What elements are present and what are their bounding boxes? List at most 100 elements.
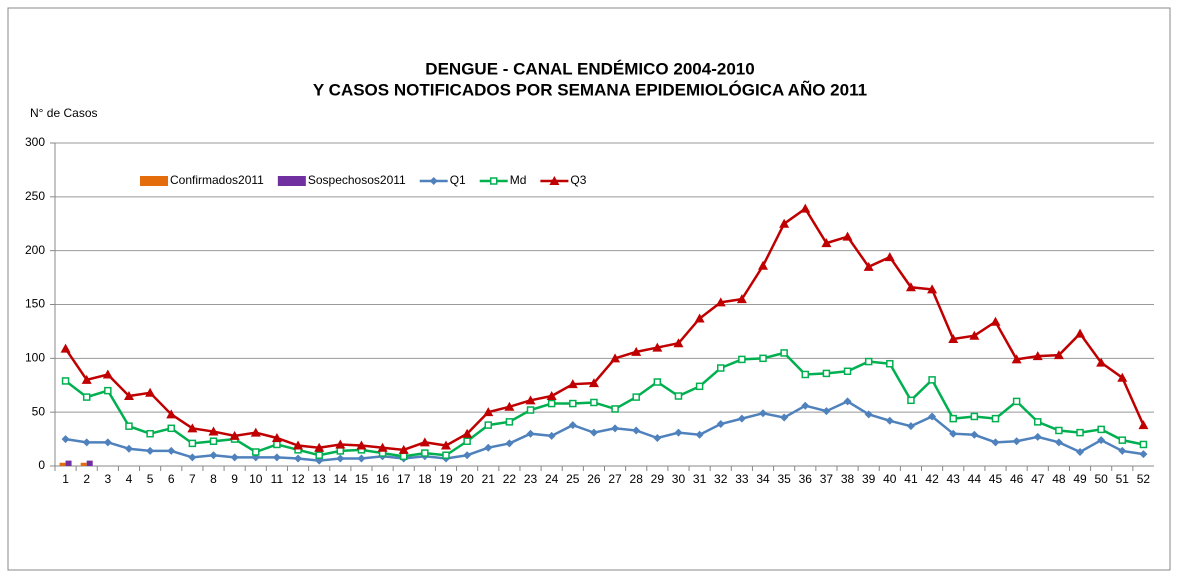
marker [884, 252, 895, 262]
marker [715, 297, 726, 307]
y-axis-label: N° de Casos [30, 106, 98, 120]
marker [250, 427, 261, 437]
marker [293, 440, 304, 450]
marker [611, 424, 620, 433]
line [65, 399, 1144, 462]
x-tick-label: 38 [841, 472, 855, 486]
marker [674, 392, 683, 400]
x-tick-label: 32 [714, 472, 728, 486]
bar [80, 462, 87, 466]
legend-label: Sospechosos2011 [308, 173, 406, 187]
marker [863, 261, 874, 271]
marker [842, 231, 853, 241]
x-tick-label: 33 [735, 472, 749, 486]
x-tick-label: 6 [168, 472, 175, 486]
marker [547, 399, 556, 408]
marker [759, 354, 767, 363]
x-tick-label: 44 [968, 472, 982, 486]
marker [209, 451, 218, 460]
marker [1118, 436, 1127, 444]
marker [357, 454, 366, 463]
marker [674, 428, 683, 437]
marker [1117, 372, 1128, 382]
x-tick-label: 52 [1137, 472, 1151, 486]
x-tick-label: 1 [62, 472, 69, 486]
marker [1076, 448, 1085, 457]
x-tick-label: 26 [587, 472, 601, 486]
marker [377, 442, 388, 452]
x-tick-label: 39 [862, 472, 876, 486]
marker [567, 379, 578, 389]
chart-frame [7, 7, 1171, 571]
marker [631, 346, 642, 356]
marker [229, 430, 240, 440]
marker [335, 439, 346, 449]
marker [1097, 436, 1106, 445]
marker [864, 410, 873, 419]
marker [272, 453, 281, 462]
x-tick-label: 45 [989, 472, 1003, 486]
line [64, 206, 1145, 452]
marker [610, 353, 621, 363]
marker [1138, 420, 1149, 430]
marker [61, 435, 70, 444]
marker [356, 440, 367, 450]
marker [1054, 438, 1063, 447]
x-tick-label: 14 [334, 472, 348, 486]
x-tick-label: 16 [376, 472, 390, 486]
marker [906, 422, 915, 431]
x-tick-label: 9 [231, 472, 238, 486]
x-tick-label: 13 [313, 472, 327, 486]
marker [590, 398, 598, 407]
marker [440, 440, 451, 450]
y-tick-label: 50 [32, 404, 46, 418]
marker [569, 399, 577, 408]
x-tick-label: 8 [210, 472, 217, 486]
marker [969, 330, 980, 340]
x-tick-label: 41 [904, 472, 918, 486]
marker [652, 342, 663, 352]
marker [801, 370, 810, 379]
bar [86, 460, 93, 466]
marker [1139, 440, 1148, 449]
marker [1118, 446, 1127, 455]
x-tick-label: 4 [126, 472, 133, 486]
y-tick-label: 150 [25, 297, 45, 311]
marker [484, 421, 493, 429]
marker [632, 426, 641, 435]
marker [885, 416, 894, 425]
y-tick-label: 250 [25, 189, 45, 203]
marker [124, 444, 133, 453]
y-tick-label: 0 [38, 458, 45, 472]
x-tick-label: 23 [524, 472, 538, 486]
marker [271, 433, 282, 443]
marker [843, 367, 852, 376]
x-tick-label: 17 [397, 472, 411, 486]
marker [864, 357, 873, 366]
marker [907, 396, 915, 405]
y-tick-label: 100 [25, 351, 45, 365]
marker [336, 447, 345, 455]
x-tick-label: 48 [1052, 472, 1066, 486]
x-tick-label: 49 [1073, 472, 1087, 486]
x-tick-label: 31 [693, 472, 707, 486]
marker [970, 430, 979, 439]
x-tick-label: 7 [189, 472, 196, 486]
marker [167, 446, 176, 455]
marker [758, 260, 769, 270]
marker [81, 374, 92, 384]
x-tick-label: 10 [249, 472, 263, 486]
legend-label: Q3 [570, 173, 586, 187]
marker [1011, 354, 1022, 364]
marker [273, 440, 281, 449]
marker [886, 359, 894, 368]
x-tick-label: 19 [439, 472, 453, 486]
marker [695, 430, 704, 439]
marker [822, 369, 831, 378]
x-tick-label: 50 [1094, 472, 1108, 486]
marker [336, 454, 345, 463]
marker [549, 176, 560, 185]
x-tick-label: 29 [651, 472, 665, 486]
